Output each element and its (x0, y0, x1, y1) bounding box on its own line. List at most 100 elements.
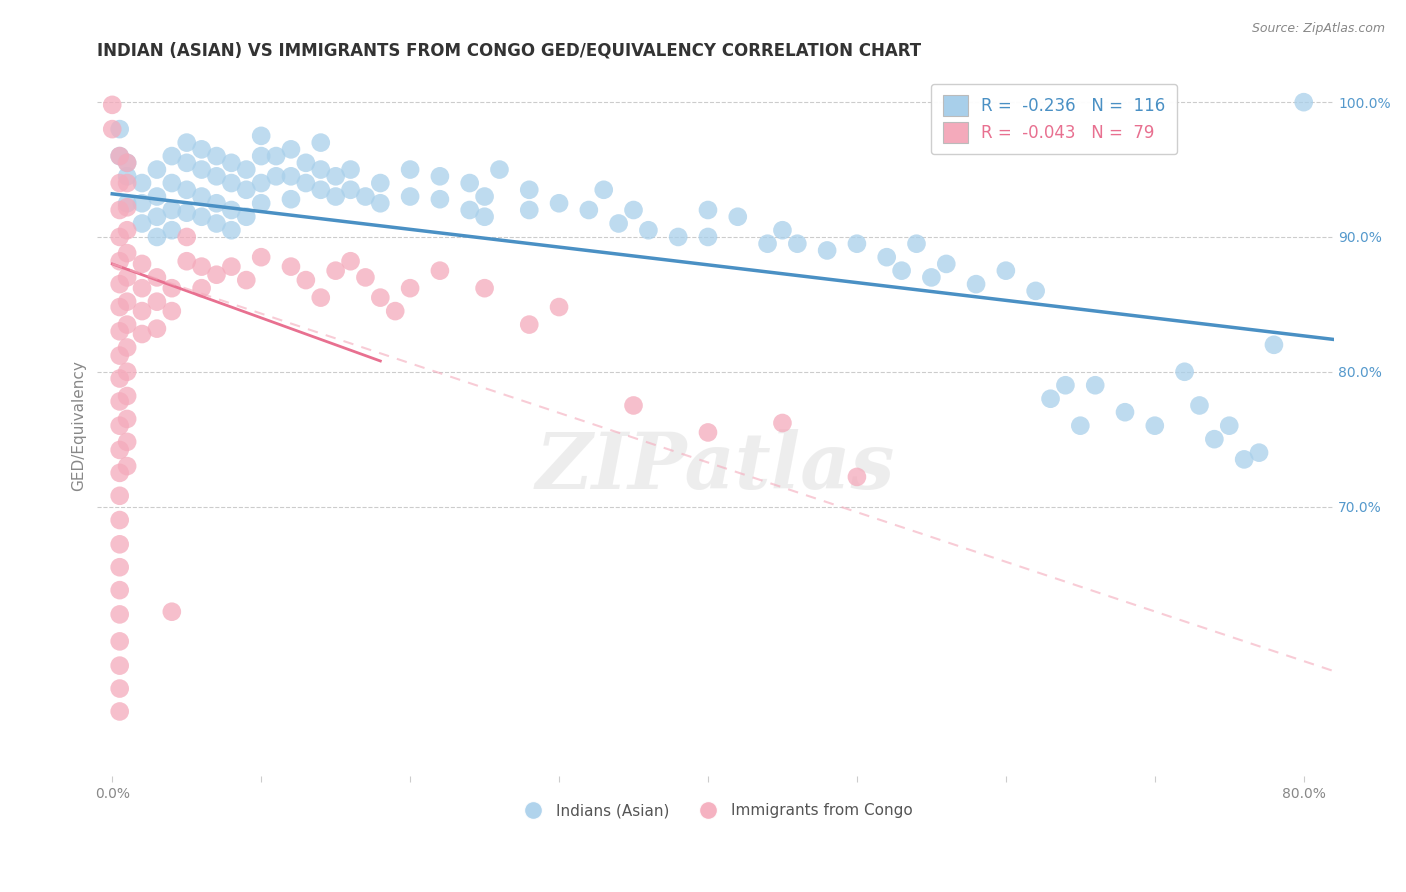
Point (108, 277, 131, 292)
Point (370, 196, 392, 211)
Point (115, 365, 138, 379)
Point (108, 607, 131, 622)
Point (309, 291, 332, 305)
Point (108, 202, 131, 217)
Point (108, 442, 131, 457)
Point (205, 217, 228, 231)
Point (235, 183, 257, 197)
Point (905, 236, 928, 251)
Point (146, 189, 169, 203)
Point (1247, 445, 1270, 459)
Point (205, 169, 228, 184)
Point (280, 192, 302, 206)
Point (354, 189, 377, 203)
Point (205, 196, 228, 211)
Point (517, 318, 540, 332)
Point (309, 183, 332, 197)
Point (264, 149, 287, 163)
Point (115, 156, 138, 170)
Point (429, 192, 451, 206)
Point (108, 513, 131, 527)
Point (108, 394, 131, 409)
Point (623, 399, 645, 413)
Point (131, 257, 153, 271)
Point (108, 466, 131, 480)
Text: INDIAN (ASIAN) VS IMMIGRANTS FROM CONGO GED/EQUIVALENCY CORRELATION CHART: INDIAN (ASIAN) VS IMMIGRANTS FROM CONGO … (97, 42, 921, 60)
Point (1084, 378, 1107, 392)
Point (1054, 378, 1077, 392)
Point (429, 169, 451, 184)
Point (325, 263, 347, 277)
Point (108, 230, 131, 244)
Point (1204, 432, 1226, 446)
Point (295, 273, 318, 287)
Point (354, 270, 377, 285)
Point (309, 136, 332, 150)
Point (115, 318, 138, 332)
Point (108, 300, 131, 314)
Point (115, 341, 138, 355)
Point (250, 250, 273, 264)
Point (190, 210, 212, 224)
Point (517, 202, 540, 217)
Point (250, 128, 273, 143)
Point (517, 183, 540, 197)
Point (101, 122, 124, 136)
Point (146, 294, 169, 309)
Point (772, 223, 794, 237)
Point (108, 489, 131, 503)
Point (115, 459, 138, 474)
Point (697, 425, 720, 440)
Point (176, 254, 198, 268)
Point (160, 223, 183, 237)
Point (474, 281, 496, 295)
Point (108, 324, 131, 338)
Point (280, 142, 302, 156)
Point (920, 270, 942, 285)
Point (1025, 284, 1047, 298)
Point (176, 156, 198, 170)
Point (399, 162, 422, 177)
Point (488, 162, 510, 177)
Point (205, 149, 228, 163)
Point (280, 169, 302, 184)
Point (190, 281, 212, 295)
Point (1039, 392, 1062, 406)
Point (108, 149, 131, 163)
Point (115, 169, 138, 184)
Point (115, 156, 138, 170)
Point (146, 230, 169, 244)
Point (131, 217, 153, 231)
Point (146, 162, 169, 177)
Point (160, 176, 183, 190)
Point (190, 189, 212, 203)
Text: ZIPatlas: ZIPatlas (536, 429, 896, 506)
Point (221, 156, 243, 170)
Point (1263, 338, 1285, 352)
Point (666, 230, 689, 244)
Point (370, 176, 392, 190)
Point (592, 183, 614, 197)
Point (108, 583, 131, 598)
Point (250, 149, 273, 163)
Point (965, 277, 987, 292)
Point (176, 230, 198, 244)
Point (131, 304, 153, 318)
Point (772, 416, 794, 430)
Point (115, 434, 138, 449)
Point (115, 294, 138, 309)
Point (845, 236, 868, 251)
Point (190, 142, 212, 156)
Point (235, 162, 257, 177)
Point (458, 176, 481, 190)
Point (115, 176, 138, 190)
Point (756, 236, 779, 251)
Point (221, 260, 243, 274)
Point (399, 189, 422, 203)
Point (160, 149, 183, 163)
Point (176, 136, 198, 150)
Point (108, 254, 131, 268)
Point (815, 244, 838, 258)
Point (108, 681, 131, 696)
Point (474, 189, 496, 203)
